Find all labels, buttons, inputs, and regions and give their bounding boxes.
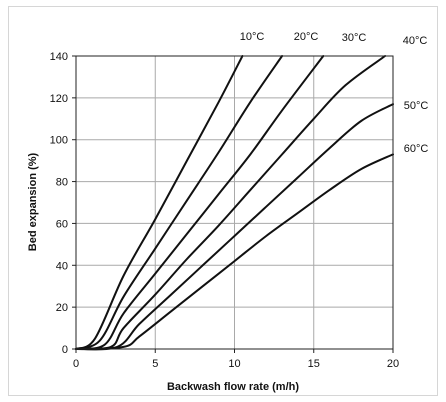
series-line-20c: [75, 55, 284, 350]
x-tick-label: 20: [387, 358, 399, 370]
y-tick-label: 0: [62, 344, 68, 356]
series-label: 60°C: [404, 143, 429, 155]
x-tick-label: 5: [152, 358, 158, 370]
y-tick-label: 120: [50, 93, 68, 105]
tick-labels: 0 20 40 60 80 100 120 140 0 5 10 15 20: [50, 51, 399, 370]
y-tick-label: 100: [50, 135, 68, 147]
x-tick-label: 10: [228, 358, 240, 370]
x-tick-label: 15: [308, 358, 320, 370]
y-tick-label: 60: [56, 218, 68, 230]
series-line-50c: [75, 103, 394, 351]
y-tick-label: 20: [56, 302, 68, 314]
series-label: 50°C: [404, 100, 429, 112]
y-tick-label: 40: [56, 260, 68, 272]
plot-border: [75, 55, 394, 350]
series-line-30c: [75, 55, 325, 350]
y-tick-label: 80: [56, 177, 68, 189]
series-labels: 10°C 20°C 30°C 40°C 50°C 60°C: [240, 31, 429, 155]
axes: [72, 55, 394, 353]
series-line-60c: [75, 153, 394, 350]
series-line-10c: [75, 55, 244, 350]
grid: [75, 55, 394, 350]
x-axis-title: Backwash flow rate (m/h): [167, 381, 299, 393]
x-tick-label: 0: [73, 358, 79, 370]
series-label: 30°C: [342, 32, 367, 44]
series-label: 10°C: [240, 31, 265, 43]
series-line-40c: [75, 55, 387, 351]
y-axis-title: Bed expansion (%): [27, 152, 39, 251]
series-lines: [75, 55, 394, 351]
y-tick-label: 140: [50, 51, 68, 63]
series-label: 20°C: [294, 31, 319, 43]
series-label: 40°C: [403, 35, 428, 47]
